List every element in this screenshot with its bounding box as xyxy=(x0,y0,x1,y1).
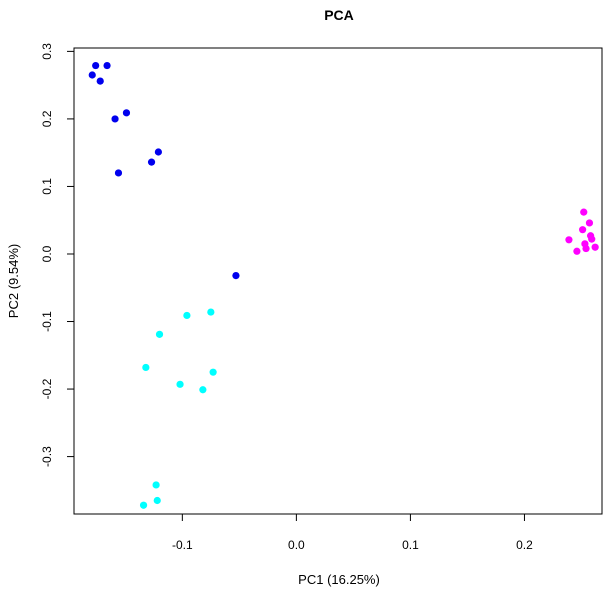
data-point xyxy=(147,158,156,166)
y-axis-label: PC2 (9.54%) xyxy=(6,244,21,318)
data-point xyxy=(142,363,150,372)
data-point xyxy=(88,71,96,79)
data-point xyxy=(122,109,131,117)
data-point xyxy=(183,311,191,320)
x-axis-label: PC1 (16.25%) xyxy=(298,572,380,587)
x-axis: -0.1 0.0 0.1 0.2 xyxy=(172,514,533,552)
data-point xyxy=(199,386,207,394)
data-point xyxy=(565,236,573,244)
data-point xyxy=(209,368,217,376)
data-point xyxy=(232,271,240,280)
y-tick-label: -0.3 xyxy=(40,446,54,467)
x-tick-label: -0.1 xyxy=(172,538,193,552)
data-point xyxy=(96,77,104,85)
data-point xyxy=(103,61,111,70)
y-tick-label: 0.1 xyxy=(40,178,54,195)
y-tick-label: 0.3 xyxy=(40,43,54,60)
x-tick-label: 0.1 xyxy=(402,538,419,552)
y-tick-label: -0.1 xyxy=(40,311,54,332)
data-point xyxy=(580,208,588,216)
x-tick-label: 0.2 xyxy=(516,538,533,552)
data-point xyxy=(152,481,160,489)
y-tick-label: -0.2 xyxy=(40,378,54,399)
data-point xyxy=(114,169,123,177)
data-point xyxy=(154,148,162,156)
data-point xyxy=(585,219,594,227)
data-point xyxy=(111,115,119,123)
data-point xyxy=(588,235,596,243)
plot-frame xyxy=(73,47,603,515)
chart-title: PCA xyxy=(324,7,354,23)
y-axis: -0.3 -0.2 -0.1 0.0 0.1 0.2 0.3 xyxy=(40,43,74,467)
data-points xyxy=(88,61,599,509)
data-point xyxy=(591,243,599,251)
data-point xyxy=(139,501,148,509)
data-point xyxy=(176,380,184,388)
data-point xyxy=(92,61,100,70)
data-point xyxy=(573,247,581,255)
y-tick-label: 0.0 xyxy=(40,245,54,262)
x-tick-label: 0.0 xyxy=(288,538,305,552)
data-point xyxy=(207,308,215,316)
y-tick-label: 0.2 xyxy=(40,110,54,127)
data-point xyxy=(155,330,164,338)
data-point xyxy=(153,496,161,505)
data-point xyxy=(579,226,587,234)
data-point xyxy=(582,244,590,253)
